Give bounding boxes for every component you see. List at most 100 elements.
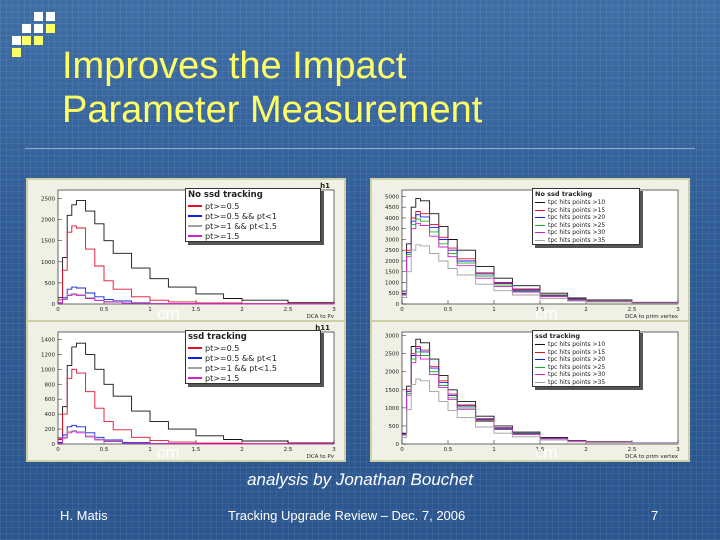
- legend-entry: tpc hits points >30: [533, 229, 639, 237]
- legend-rows: tpc hits points >10 tpc hits points >15 tp…: [533, 341, 639, 386]
- histogram-id: h1: [320, 182, 330, 190]
- legend-entry: pt>=0.5 && pt<1: [186, 211, 320, 221]
- x-tick-label: 2: [240, 447, 244, 453]
- legend-title: No ssd tracking: [535, 190, 593, 198]
- y-tick-label: 0: [52, 442, 56, 448]
- legend-swatch: [535, 239, 545, 241]
- y-tick-label: 1000: [41, 367, 55, 373]
- histogram-id: h11: [315, 324, 330, 332]
- legend-swatch: [535, 224, 545, 226]
- y-tick-label: 5000: [385, 194, 399, 200]
- x-tick-label: 0.5: [444, 307, 453, 313]
- legend-label: tpc hits points >15: [548, 206, 606, 214]
- y-tick-label: 2500: [385, 248, 399, 254]
- legend-label: pt>=1 && pt<1.5: [205, 363, 277, 373]
- y-tick-label: 1000: [385, 406, 399, 412]
- x-axis-label: DCA to prim vertex: [625, 454, 679, 460]
- legend-bottom-left: ssd tracking pt>=0.5 pt>=0.5 && pt<1 pt>=1…: [185, 330, 321, 384]
- legend-title: ssd tracking: [535, 332, 581, 340]
- legend-entry: tpc hits points >10: [533, 341, 639, 349]
- legend-entry: tpc hits points >25: [533, 222, 639, 230]
- title-divider: [25, 148, 695, 149]
- legend-entry: pt>=1.5: [186, 231, 320, 241]
- legend-top-right: No ssd tracking tpc hits points >10 tpc h…: [532, 188, 640, 245]
- legend-label: pt>=1 && pt<1.5: [205, 221, 277, 231]
- y-tick-label: 1500: [385, 270, 399, 276]
- legend-label: tpc hits points >10: [548, 199, 606, 207]
- y-tick-label: 2000: [385, 370, 399, 376]
- y-tick-label: 500: [45, 281, 56, 287]
- title-line-2: Parameter Measurement: [62, 89, 483, 131]
- legend-swatch: [188, 347, 202, 349]
- y-tick-label: 3000: [385, 237, 399, 243]
- y-tick-label: 4500: [385, 205, 399, 211]
- legend-swatch: [535, 381, 545, 383]
- logo-squares-icon: [12, 12, 55, 57]
- legend-label: pt>=1.5: [205, 231, 240, 241]
- legend-label: tpc hits points >30: [548, 371, 606, 379]
- legend-label: tpc hits points >25: [548, 363, 606, 371]
- legend-label: pt>=0.5 && pt<1: [205, 353, 277, 363]
- x-tick-label: 0.5: [100, 447, 109, 453]
- legend-label: tpc hits points >20: [548, 214, 606, 222]
- footer-author: H. Matis: [60, 508, 108, 523]
- y-tick-label: 0: [396, 442, 400, 448]
- legend-entry: pt>=1 && pt<1.5: [186, 221, 320, 231]
- x-tick-label: 2.5: [628, 307, 637, 313]
- y-tick-label: 3000: [385, 334, 399, 340]
- x-tick-label: 1.5: [536, 307, 545, 313]
- legend-title: No ssd tracking: [188, 190, 263, 200]
- series-line-4: [58, 294, 335, 305]
- y-tick-label: 200: [45, 427, 56, 433]
- y-tick-label: 0: [396, 302, 400, 308]
- legend-label: tpc hits points >35: [548, 378, 606, 386]
- x-tick-label: 1: [148, 307, 152, 313]
- x-tick-label: 0: [56, 447, 60, 453]
- series-line-0: [58, 342, 335, 444]
- legend-label: tpc hits points >30: [548, 229, 606, 237]
- x-tick-label: 2.5: [284, 447, 293, 453]
- x-tick-label: 0.5: [444, 447, 453, 453]
- legend-label: pt>=0.5: [205, 201, 240, 211]
- legend-label: tpc hits points >20: [548, 356, 606, 364]
- unit-label-top-right: cm: [535, 304, 558, 323]
- series-line-4: [402, 355, 679, 444]
- y-tick-label: 1500: [41, 239, 55, 245]
- legend-label: pt>=0.5 && pt<1: [205, 211, 277, 221]
- legend-swatch: [188, 235, 202, 237]
- legend-swatch: [535, 217, 545, 219]
- legend-swatch: [535, 344, 545, 346]
- legend-entry: tpc hits points >35: [533, 237, 639, 245]
- legend-entry: pt>=1 && pt<1.5: [186, 363, 320, 373]
- title-line-1: Improves the Impact: [62, 45, 407, 87]
- series-line-1: [58, 225, 335, 305]
- y-tick-label: 600: [45, 397, 56, 403]
- chart-panel-top-left: 0 500 1000 1500 2000 2500 0 0.5 1 1.5 2 2.5 3 DCA to …: [26, 178, 346, 322]
- x-tick-label: 2: [584, 447, 588, 453]
- y-tick-label: 1000: [385, 280, 399, 286]
- legend-entry: pt>=0.5: [186, 201, 320, 211]
- chart-svg-3: 0 500 1000 1500 2000 2500 3000 0 0.5 1 1.5 2 2.5 3DCA…: [385, 331, 680, 460]
- legend-label: pt>=0.5: [205, 343, 240, 353]
- y-tick-label: 2500: [41, 196, 55, 202]
- x-tick-label: 3: [676, 447, 680, 453]
- y-tick-label: 1000: [41, 260, 55, 266]
- legend-label: tpc hits points >35: [548, 236, 606, 244]
- legend-entry: pt>=0.5: [186, 343, 320, 353]
- footer-page-number: 7: [651, 508, 659, 523]
- series-line-4: [402, 222, 679, 304]
- y-tick-label: 1400: [41, 337, 55, 343]
- y-tick-label: 400: [45, 412, 56, 418]
- y-tick-label: 1200: [41, 352, 55, 358]
- x-tick-label: 2: [240, 307, 244, 313]
- series-line-5: [402, 378, 679, 444]
- x-tick-label: 0: [400, 447, 404, 453]
- legend-swatch: [188, 225, 202, 227]
- legend-label: tpc hits points >10: [548, 341, 606, 349]
- chart-svg-1: 0 500 1000 1500 2000 2500 3000 3500 4000 4500 5000…: [385, 189, 680, 320]
- legend-swatch: [188, 215, 202, 217]
- legend-label: pt>=1.5: [205, 373, 240, 383]
- legend-label: tpc hits points >15: [548, 348, 606, 356]
- legend-entry: tpc hits points >35: [533, 379, 639, 387]
- x-tick-label: 0: [400, 307, 404, 313]
